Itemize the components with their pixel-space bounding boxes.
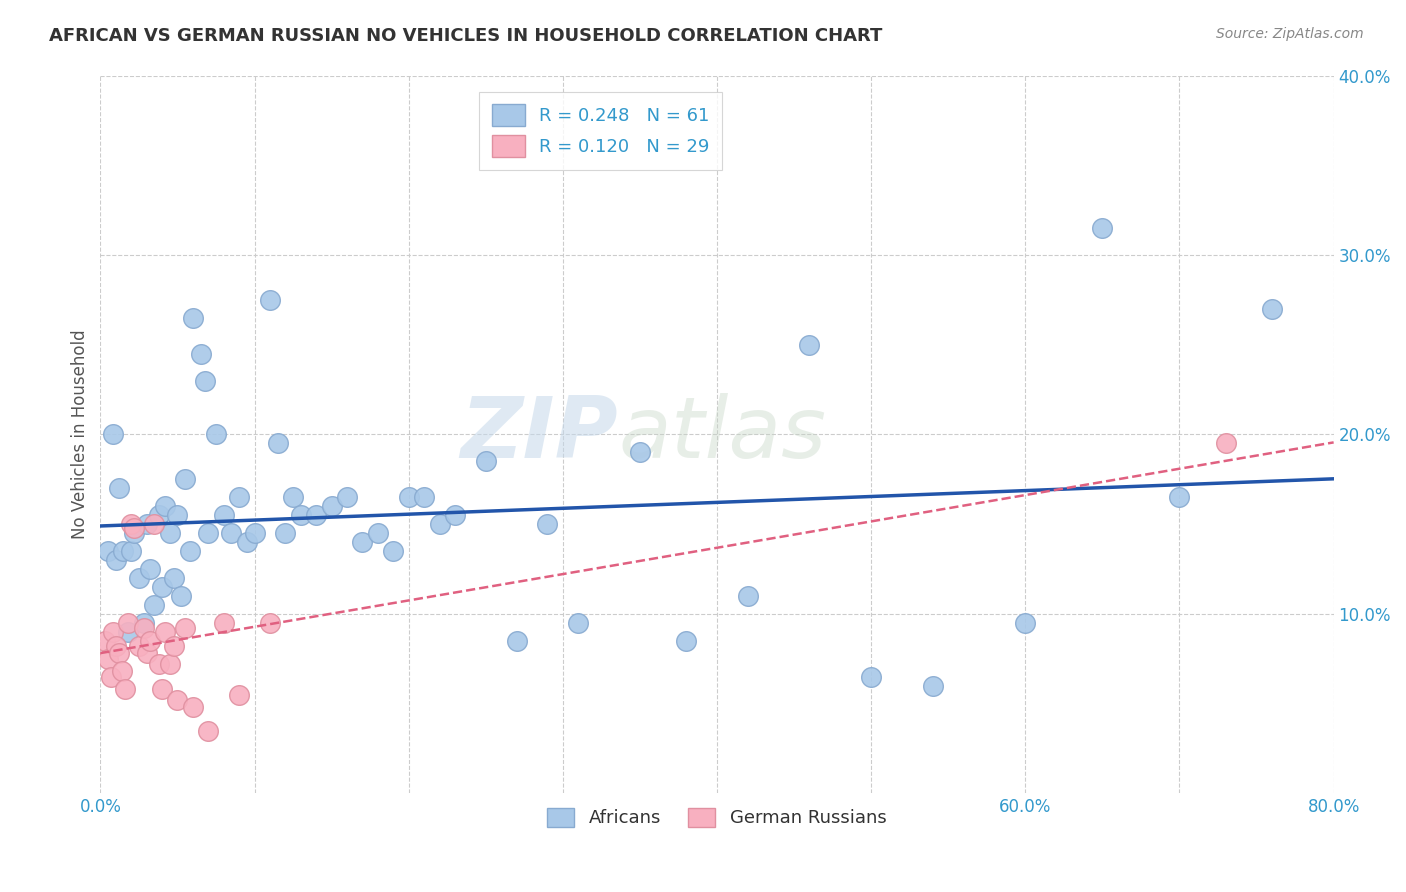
Text: atlas: atlas xyxy=(619,393,827,476)
Point xyxy=(336,490,359,504)
Point xyxy=(860,670,883,684)
Point xyxy=(114,682,136,697)
Point xyxy=(143,517,166,532)
Point xyxy=(1215,436,1237,450)
Point xyxy=(281,490,304,504)
Point xyxy=(120,517,142,532)
Point xyxy=(505,633,527,648)
Point xyxy=(737,589,759,603)
Point xyxy=(97,652,120,666)
Point xyxy=(352,535,374,549)
Point xyxy=(94,633,117,648)
Point xyxy=(444,508,467,523)
Point xyxy=(179,544,201,558)
Point xyxy=(117,624,139,639)
Point xyxy=(111,665,134,679)
Point xyxy=(128,571,150,585)
Point xyxy=(921,679,943,693)
Point xyxy=(205,427,228,442)
Point xyxy=(212,615,235,630)
Point xyxy=(163,639,186,653)
Point xyxy=(413,490,436,504)
Point xyxy=(243,526,266,541)
Point xyxy=(259,615,281,630)
Point xyxy=(266,436,288,450)
Point xyxy=(259,293,281,307)
Point xyxy=(138,562,160,576)
Point xyxy=(197,723,219,738)
Point xyxy=(321,500,343,514)
Point xyxy=(101,624,124,639)
Point xyxy=(166,508,188,523)
Point xyxy=(474,454,496,468)
Point xyxy=(132,621,155,635)
Point xyxy=(150,682,173,697)
Point xyxy=(1014,615,1036,630)
Point xyxy=(212,508,235,523)
Point xyxy=(181,310,204,325)
Point xyxy=(236,535,259,549)
Point xyxy=(190,347,212,361)
Point xyxy=(112,544,135,558)
Point xyxy=(799,337,821,351)
Point xyxy=(159,526,181,541)
Point xyxy=(166,693,188,707)
Point xyxy=(1261,301,1284,316)
Point xyxy=(228,490,250,504)
Point xyxy=(148,657,170,672)
Point xyxy=(150,580,173,594)
Point xyxy=(1091,221,1114,235)
Point xyxy=(169,589,191,603)
Point xyxy=(97,544,120,558)
Point xyxy=(159,657,181,672)
Point xyxy=(367,526,389,541)
Point xyxy=(104,553,127,567)
Y-axis label: No Vehicles in Household: No Vehicles in Household xyxy=(72,330,89,540)
Point xyxy=(429,517,451,532)
Point xyxy=(274,526,297,541)
Legend: Africans, German Russians: Africans, German Russians xyxy=(540,801,894,835)
Point xyxy=(153,500,176,514)
Point xyxy=(135,517,157,532)
Point xyxy=(104,639,127,653)
Point xyxy=(536,517,558,532)
Point xyxy=(567,615,589,630)
Point xyxy=(163,571,186,585)
Point xyxy=(194,374,217,388)
Point xyxy=(108,646,131,660)
Point xyxy=(1168,490,1191,504)
Text: Source: ZipAtlas.com: Source: ZipAtlas.com xyxy=(1216,27,1364,41)
Point xyxy=(101,427,124,442)
Point xyxy=(153,624,176,639)
Point xyxy=(181,700,204,714)
Point xyxy=(174,621,197,635)
Point xyxy=(675,633,697,648)
Point xyxy=(122,526,145,541)
Point xyxy=(628,445,651,459)
Point xyxy=(120,544,142,558)
Point xyxy=(128,639,150,653)
Point xyxy=(100,670,122,684)
Point xyxy=(197,526,219,541)
Point xyxy=(108,481,131,495)
Point xyxy=(143,598,166,612)
Point xyxy=(122,521,145,535)
Text: AFRICAN VS GERMAN RUSSIAN NO VEHICLES IN HOUSEHOLD CORRELATION CHART: AFRICAN VS GERMAN RUSSIAN NO VEHICLES IN… xyxy=(49,27,883,45)
Point xyxy=(117,615,139,630)
Point xyxy=(382,544,405,558)
Point xyxy=(290,508,312,523)
Point xyxy=(148,508,170,523)
Point xyxy=(305,508,328,523)
Point xyxy=(228,688,250,702)
Point xyxy=(132,615,155,630)
Point xyxy=(221,526,243,541)
Point xyxy=(135,646,157,660)
Point xyxy=(398,490,420,504)
Point xyxy=(174,472,197,486)
Point xyxy=(138,633,160,648)
Text: ZIP: ZIP xyxy=(461,393,619,476)
